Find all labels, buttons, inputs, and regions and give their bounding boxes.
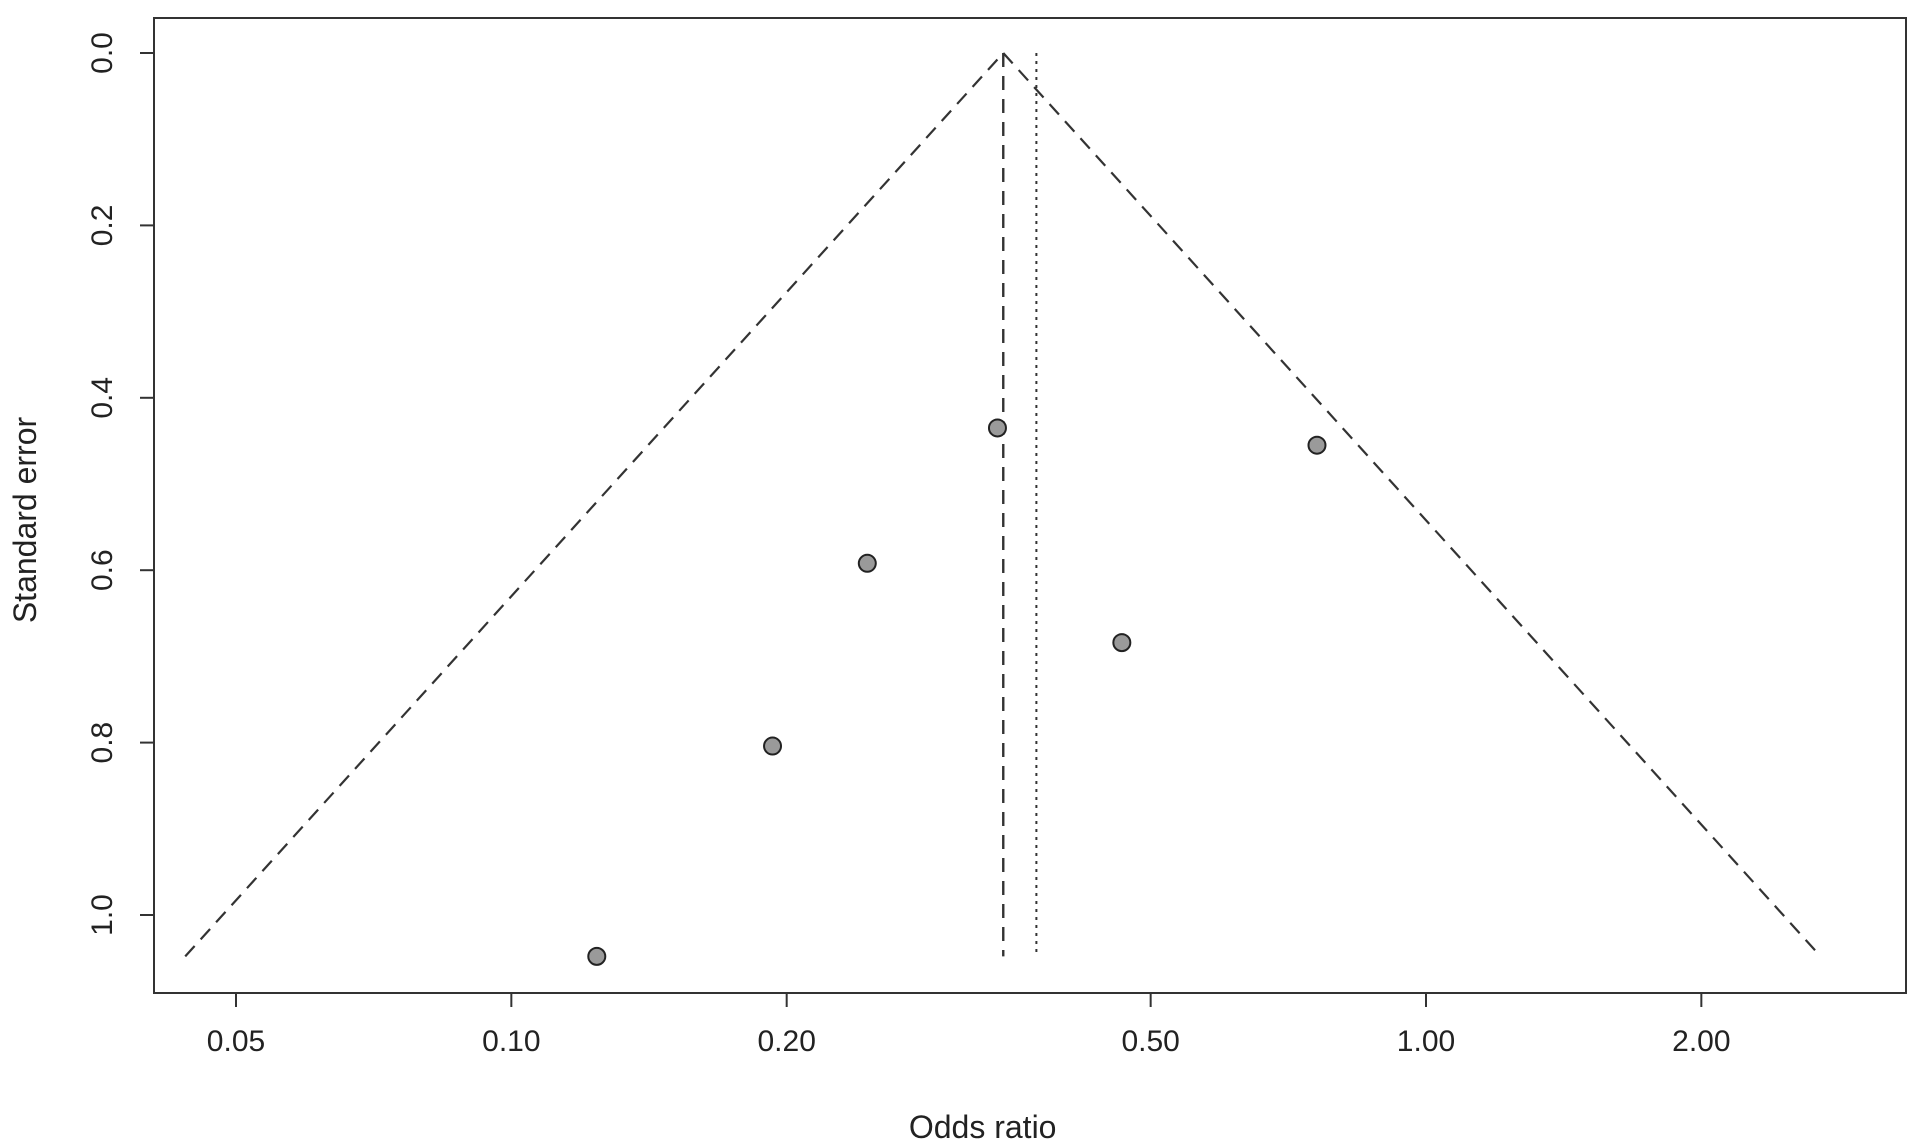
y-tick-label: 1.0 bbox=[86, 894, 119, 936]
data-point bbox=[763, 736, 783, 756]
x-tick-label: 0.10 bbox=[482, 1025, 540, 1058]
x-tick-label: 0.50 bbox=[1121, 1025, 1179, 1058]
x-tick-label: 1.00 bbox=[1397, 1025, 1455, 1058]
y-tick-label: 0.2 bbox=[86, 205, 119, 247]
funnel-right-edge bbox=[1002, 52, 1822, 958]
y-tick-label: 0.4 bbox=[86, 377, 119, 419]
x-tick-label: 2.00 bbox=[1672, 1025, 1730, 1058]
funnel-left-edge bbox=[184, 52, 1005, 958]
x-tick-label: 0.05 bbox=[207, 1025, 265, 1058]
x-tick-label: 0.20 bbox=[757, 1025, 815, 1058]
data-point bbox=[857, 553, 877, 573]
x-axis-title: Odds ratio bbox=[909, 1109, 1057, 1145]
data-point bbox=[987, 418, 1007, 438]
y-tick-label: 0.8 bbox=[86, 722, 119, 764]
data-point bbox=[1307, 435, 1327, 455]
data-point bbox=[1112, 633, 1132, 653]
y-tick-label: 0.6 bbox=[86, 549, 119, 591]
y-axis-title: Standard error bbox=[7, 416, 43, 623]
plot-frame bbox=[153, 17, 1907, 994]
y-tick-label: 0.0 bbox=[86, 32, 119, 74]
data-point bbox=[587, 946, 607, 966]
